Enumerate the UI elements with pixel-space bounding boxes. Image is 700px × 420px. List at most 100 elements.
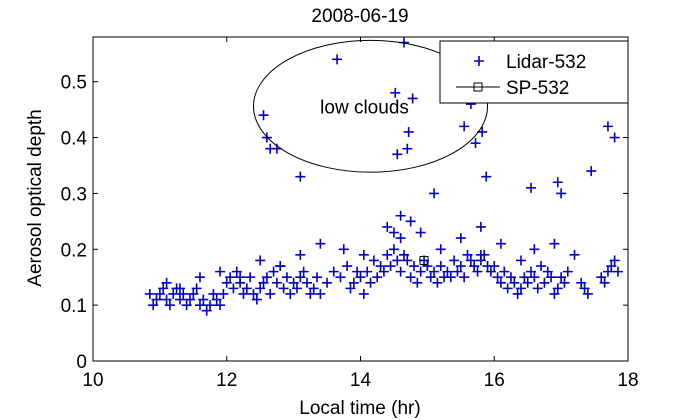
lidar-point [362,266,373,277]
lidar-point [485,266,496,277]
y-tick-label: 0.4 [61,129,88,150]
legend-label-sp: SP-532 [506,78,569,99]
lidar-point [606,261,617,272]
lidar-point [475,249,486,260]
lidar-point [552,177,563,188]
lidar-point [255,255,266,266]
lidar-point [569,249,580,260]
lidar-point [602,121,613,132]
lidar-point [455,261,466,272]
y-axis-label: Aerosol optical depth [25,109,46,286]
lidar-point [403,126,414,137]
legend-box [439,40,629,104]
lidar-point [470,138,481,149]
lidar-point [562,266,573,277]
x-tick-label: 18 [617,370,638,391]
lidar-point [312,272,323,283]
lidar-point [221,277,232,288]
lidar-point [332,54,343,65]
y-tick-label: 0.3 [61,184,87,205]
lidar-point [174,294,185,305]
lidar-point [429,188,440,199]
lidar-point [492,272,503,283]
lidar-point [191,283,202,294]
lidar-point [338,244,349,255]
lidar-point [218,288,229,299]
lidar-point [348,277,359,288]
lidar-point [429,266,440,277]
lidar-point [412,277,423,288]
lidar-point [285,288,296,299]
lidar-point [245,272,256,283]
lidar-point [358,249,369,260]
lidar-point [168,288,179,299]
lidar-point [502,283,513,294]
lidar-point [158,283,169,294]
lidar-point [215,266,226,277]
sp-point [419,255,429,265]
lidar-point [549,238,560,249]
x-tick-label: 14 [350,370,372,391]
lidar-point [345,283,356,294]
lidar-point [295,171,306,182]
lidar-point [435,244,446,255]
lidar-point [579,283,590,294]
lidar-point [195,300,205,311]
lidar-point [388,244,399,255]
lidar-point [315,238,326,249]
lidar-point [352,266,363,277]
lidar-point [201,305,212,316]
lidar-point [415,227,426,238]
lidar-point [435,261,446,272]
x-tick-label: 16 [484,370,505,391]
lidar-point [405,216,416,227]
lidar-point [208,288,219,299]
lidar-point [536,261,547,272]
legend: Lidar-532 SP-532 [439,40,629,104]
lidar-point [291,283,302,294]
lidar-point [402,255,413,266]
x-axis-label: Local time (hr) [299,398,420,419]
lidar-point [144,288,155,299]
x-axis: 10 12 14 16 18 [82,37,639,391]
lidar-point [455,233,466,244]
lidar-point [211,294,222,305]
lidar-point [445,272,456,283]
lidar-point [526,266,537,277]
lidar-point [516,255,526,266]
lidar-point [522,277,533,288]
lidar-point [265,288,276,299]
y-tick-label: 0 [76,352,87,373]
lidar-point [225,272,236,283]
lidar-point [392,149,403,160]
lidar-point [388,227,399,238]
lidar-point [188,288,199,299]
lidar-point [358,288,369,299]
lidar-point [481,171,492,182]
lidar-point [308,283,319,294]
data-points [144,37,623,316]
lidar-point [390,87,401,98]
lidar-point [205,300,216,311]
lidar-point [442,266,453,277]
lidar-point [151,294,162,305]
chart-title: 2008-06-19 [311,6,408,27]
legend-marker-lidar [474,56,484,66]
y-tick-label: 0.5 [61,73,87,94]
lidar-point [405,272,416,283]
lidar-point [596,272,607,283]
lidar-point [489,261,500,272]
lidar-point [395,210,406,221]
y-tick-label: 0.1 [61,296,87,317]
legend-plus-icon [474,56,484,66]
lidar-point [407,93,418,104]
lidar-point [295,249,306,260]
lidar-point [275,261,286,272]
lidar-point [529,272,540,283]
lidar-point [382,221,393,232]
lidar-point [382,249,393,260]
lidar-point [512,288,523,299]
y-tick-label: 0.2 [61,240,87,261]
lidar-point [409,261,419,272]
